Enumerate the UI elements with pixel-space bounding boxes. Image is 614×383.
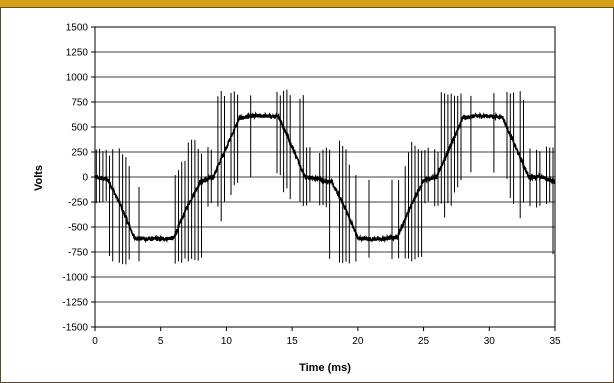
y-tick-label: 1250	[66, 48, 89, 59]
y-tick-label: 750	[71, 98, 88, 109]
y-tick-label: 500	[71, 123, 88, 134]
x-axis-title: Time (ms)	[299, 362, 351, 374]
x-tick-label: 5	[158, 336, 164, 347]
y-tick-label: -750	[68, 248, 88, 259]
waveform	[94, 89, 556, 265]
x-tick-label: 25	[418, 336, 430, 347]
y-tick-label: -1250	[62, 298, 88, 309]
x-tick-label: 30	[484, 336, 496, 347]
top-band	[0, 0, 614, 8]
x-tick-label: 0	[92, 336, 98, 347]
grid-lines	[95, 26, 555, 328]
y-tick-label: -250	[68, 198, 88, 209]
x-tick-label: 10	[221, 336, 233, 347]
y-tick-label: -1500	[62, 323, 88, 334]
y-axis-title: Volts	[33, 165, 45, 191]
x-tick-label: 15	[287, 336, 299, 347]
y-tick-label: 250	[71, 148, 88, 159]
waveform-switching-spikes	[95, 89, 554, 265]
y-tick-label: 1000	[66, 73, 89, 84]
waveform-base-trace	[94, 111, 556, 244]
x-tick-labels: 0 5 10 15 20 25 30 35	[92, 336, 561, 347]
y-tick-label: 1500	[66, 23, 89, 34]
y-tick-label: -500	[68, 223, 88, 234]
y-tick-labels: 1500 1250 1000 750 500 250 0 -250 -500 -750 -1000 -…	[62, 23, 88, 334]
x-tick-label: 20	[352, 336, 364, 347]
y-tick-label: 0	[82, 173, 88, 184]
y-tick-label: -1000	[62, 273, 88, 284]
x-tick-label: 35	[549, 336, 561, 347]
axes	[91, 26, 556, 331]
plot-area-border	[94, 26, 556, 328]
